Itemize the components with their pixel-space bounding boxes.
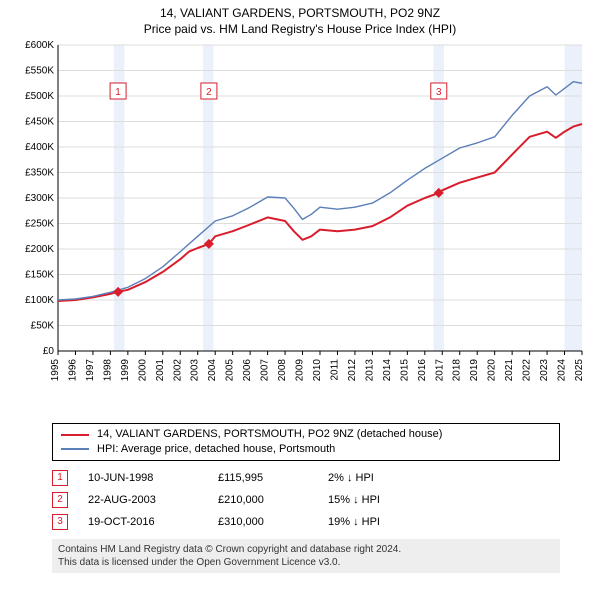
svg-text:2015: 2015 <box>399 359 410 382</box>
svg-text:£450K: £450K <box>25 117 54 128</box>
marker-badge-3: 3 <box>52 514 68 530</box>
svg-text:£500K: £500K <box>25 91 54 102</box>
svg-text:2001: 2001 <box>155 359 166 382</box>
marker-diff-3: 19% ↓ HPI <box>328 516 560 528</box>
marker-row-2: 2 22-AUG-2003 £210,000 15% ↓ HPI <box>52 489 560 511</box>
svg-text:2016: 2016 <box>417 359 428 382</box>
attribution: Contains HM Land Registry data © Crown c… <box>52 539 560 573</box>
svg-text:2014: 2014 <box>382 359 393 382</box>
legend-swatch-hpi <box>61 448 89 450</box>
marker-price-3: £310,000 <box>218 516 328 528</box>
legend-row-hpi: HPI: Average price, detached house, Port… <box>61 442 551 457</box>
legend-swatch-property <box>61 434 89 436</box>
marker-row-3: 3 19-OCT-2016 £310,000 19% ↓ HPI <box>52 511 560 533</box>
svg-text:£350K: £350K <box>25 168 54 179</box>
marker-date-2: 22-AUG-2003 <box>88 494 218 506</box>
marker-badge-1: 1 <box>52 470 68 486</box>
svg-text:2006: 2006 <box>242 359 253 382</box>
svg-text:£150K: £150K <box>25 270 54 281</box>
svg-text:1999: 1999 <box>120 359 131 382</box>
svg-text:2008: 2008 <box>277 359 288 382</box>
svg-text:£600K: £600K <box>25 41 54 51</box>
marker-diff-2: 15% ↓ HPI <box>328 494 560 506</box>
legend: 14, VALIANT GARDENS, PORTSMOUTH, PO2 9NZ… <box>52 423 560 461</box>
svg-text:£550K: £550K <box>25 66 54 77</box>
svg-text:2013: 2013 <box>364 359 375 382</box>
svg-text:2003: 2003 <box>190 359 201 382</box>
chart-title-line1: 14, VALIANT GARDENS, PORTSMOUTH, PO2 9NZ <box>12 6 588 22</box>
legend-label-property: 14, VALIANT GARDENS, PORTSMOUTH, PO2 9NZ… <box>97 427 442 442</box>
svg-text:2000: 2000 <box>137 359 148 382</box>
svg-text:2012: 2012 <box>347 359 358 382</box>
svg-text:2025: 2025 <box>574 359 585 382</box>
svg-text:£200K: £200K <box>25 244 54 255</box>
svg-text:£50K: £50K <box>31 321 55 332</box>
svg-text:1995: 1995 <box>50 359 61 382</box>
svg-text:£0: £0 <box>43 346 55 357</box>
svg-text:2002: 2002 <box>172 359 183 382</box>
svg-text:2004: 2004 <box>207 359 218 382</box>
marker-date-3: 19-OCT-2016 <box>88 516 218 528</box>
marker-row-1: 1 10-JUN-1998 £115,995 2% ↓ HPI <box>52 467 560 489</box>
chart-title-line2: Price paid vs. HM Land Registry's House … <box>12 22 588 38</box>
marker-diff-1: 2% ↓ HPI <box>328 472 560 484</box>
svg-text:2010: 2010 <box>312 359 323 382</box>
legend-row-property: 14, VALIANT GARDENS, PORTSMOUTH, PO2 9NZ… <box>61 427 551 442</box>
svg-text:2023: 2023 <box>539 359 550 382</box>
marker-notes: 1 10-JUN-1998 £115,995 2% ↓ HPI 2 22-AUG… <box>52 467 560 533</box>
marker-price-1: £115,995 <box>218 472 328 484</box>
svg-text:2021: 2021 <box>504 359 515 382</box>
svg-text:2007: 2007 <box>260 359 271 382</box>
svg-text:1996: 1996 <box>67 359 78 382</box>
svg-text:3: 3 <box>436 87 442 98</box>
svg-text:2024: 2024 <box>557 359 568 382</box>
svg-text:2017: 2017 <box>434 359 445 382</box>
marker-price-2: £210,000 <box>218 494 328 506</box>
attribution-line1: Contains HM Land Registry data © Crown c… <box>58 543 554 556</box>
price-chart: £0 £50K £100K £150K £200K £250K £300K £350K £400… <box>12 41 588 417</box>
svg-text:2011: 2011 <box>329 359 340 381</box>
svg-text:2005: 2005 <box>225 359 236 382</box>
marker-badge-2: 2 <box>52 492 68 508</box>
svg-text:2018: 2018 <box>452 359 463 382</box>
svg-text:£100K: £100K <box>25 295 54 306</box>
svg-text:£250K: £250K <box>25 219 54 230</box>
svg-text:2019: 2019 <box>469 359 480 382</box>
legend-label-hpi: HPI: Average price, detached house, Port… <box>97 442 335 457</box>
marker-date-1: 10-JUN-1998 <box>88 472 218 484</box>
svg-text:1997: 1997 <box>85 359 96 382</box>
svg-text:£300K: £300K <box>25 193 54 204</box>
svg-text:2020: 2020 <box>487 359 498 382</box>
svg-text:2022: 2022 <box>522 359 533 382</box>
svg-text:1: 1 <box>115 87 121 98</box>
svg-text:1998: 1998 <box>102 359 113 382</box>
svg-text:£400K: £400K <box>25 142 54 153</box>
svg-text:2: 2 <box>206 87 212 98</box>
svg-text:2009: 2009 <box>295 359 306 382</box>
attribution-line2: This data is licensed under the Open Gov… <box>58 556 554 569</box>
